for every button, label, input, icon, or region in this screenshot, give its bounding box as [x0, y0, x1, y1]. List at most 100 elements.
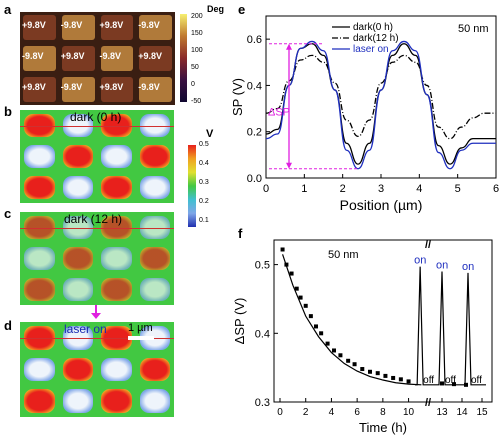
x-tick-label: 5	[455, 183, 461, 195]
data-point	[294, 286, 299, 291]
high-potential-square	[24, 114, 55, 137]
delta-arrow-head-bottom	[286, 162, 292, 169]
colorbar-b-tick: 0.2	[199, 198, 209, 205]
phase-tile	[23, 46, 56, 71]
data-point	[332, 348, 336, 353]
phase-tile	[139, 46, 172, 71]
y-tick-label: 0.6	[247, 34, 262, 46]
high-potential-square	[101, 216, 132, 239]
x-axis-label: Position (µm)	[340, 197, 423, 213]
phase-tile	[139, 77, 172, 102]
off-label: off	[471, 375, 482, 386]
y-axis-label: ΔSP (V)	[232, 298, 247, 345]
colorbar-a-tick: 0	[191, 81, 195, 88]
high-potential-square	[24, 278, 55, 301]
delta-label: ΔSP	[268, 107, 290, 119]
arrow-c-to-d	[95, 305, 97, 314]
voltage-label: -9.8V	[22, 51, 44, 61]
scale-bar-label: 1 µm	[128, 322, 153, 334]
panel-letter-b: b	[4, 104, 12, 119]
chart-e: 0 1 2 3 4 5 6 0.0 0.2 0.4 0.6 Position (µm) SP (V) 50…	[230, 15, 499, 213]
decay-fit-line	[282, 254, 422, 386]
low-potential-square	[62, 216, 93, 239]
map-b-title: dark (0 h)	[70, 110, 122, 124]
voltage-label: -9.8V	[138, 20, 160, 30]
phase-tile	[61, 46, 95, 71]
data-point	[314, 324, 318, 329]
voltage-label: +9.8V	[22, 20, 46, 30]
panel-letter-f: f	[238, 226, 243, 241]
x-tick-label: 2	[303, 407, 309, 418]
legend-label: laser on	[353, 44, 389, 55]
data-point	[352, 362, 357, 367]
high-potential-square	[24, 326, 55, 350]
data-point	[391, 375, 396, 380]
low-potential-square	[139, 278, 170, 301]
colorbar-a-tick: 200	[191, 13, 203, 20]
x-tick-label: 4	[329, 407, 335, 418]
colorbar-b-tick: 0.3	[199, 179, 209, 186]
panel-letter-e: e	[238, 2, 246, 17]
phase-tile	[100, 46, 134, 71]
colorbar-a-tick: 100	[191, 47, 203, 54]
voltage-label: +9.8V	[99, 82, 124, 92]
high-potential-square	[139, 145, 170, 168]
y-tick-label: 0.2	[247, 127, 262, 139]
low-potential-square	[24, 145, 55, 168]
high-potential-square	[62, 357, 93, 382]
panel-letter-d: d	[4, 318, 12, 333]
low-potential-square	[24, 247, 55, 270]
data-point	[308, 314, 313, 319]
colorbar-a-tick: 50	[191, 64, 199, 71]
data-point	[360, 367, 365, 372]
phase-image-a: +9.8V -9.8V +9.8V -9.8V -9.8V +9.8V -9.8V +9.8V…	[20, 12, 175, 105]
y-axis-label: SP (V)	[230, 78, 245, 116]
low-potential-square	[24, 357, 55, 382]
data-point	[325, 341, 330, 346]
x-tick-label: 13	[436, 407, 448, 418]
y-tick-label: 0.5	[255, 260, 270, 272]
low-potential-square	[139, 389, 170, 413]
high-potential-square	[62, 145, 93, 168]
colorbar-b-tick: 0.1	[199, 217, 209, 224]
low-potential-square	[139, 216, 170, 239]
x-tick-label: 0	[263, 183, 269, 195]
sp-map-c	[20, 212, 174, 305]
low-potential-square	[62, 278, 93, 301]
x-tick-label: 15	[476, 407, 488, 418]
line-profile	[20, 338, 174, 339]
low-potential-square	[62, 114, 93, 137]
phase-tile	[100, 15, 134, 40]
colorbar-a-title: Deg	[207, 4, 225, 14]
voltage-label: -9.8V	[138, 82, 160, 92]
data-point	[319, 331, 324, 336]
low-potential-square	[62, 389, 93, 413]
high-potential-square	[101, 326, 132, 350]
low-potential-square	[62, 176, 93, 199]
high-potential-square	[24, 389, 55, 413]
x-axis-label: Time (h)	[359, 420, 407, 435]
low-potential-square	[139, 114, 170, 137]
series-line-0	[265, 43, 496, 165]
data-point	[346, 358, 351, 363]
line-profile	[20, 228, 174, 229]
chart-f: 0 2 4 6 8 10 13 14 15 0.3 0.4 0.5 // // Time (h) ΔSP (V…	[232, 239, 493, 435]
x-tick-label: 1	[301, 183, 307, 195]
size-annotation: 50 nm	[328, 249, 359, 261]
low-potential-square	[139, 326, 170, 350]
size-annotation: 50 nm	[458, 23, 489, 35]
data-point	[338, 353, 343, 358]
voltage-label: +9.8V	[22, 82, 46, 92]
phase-tile	[23, 77, 56, 102]
x-tick-label: 6	[354, 407, 360, 418]
data-point	[452, 382, 456, 387]
high-potential-square	[139, 247, 170, 270]
data-point	[406, 379, 411, 384]
low-potential-square	[139, 176, 170, 199]
low-potential-square	[101, 247, 132, 270]
data-point	[280, 247, 285, 252]
legend-label: dark(12 h)	[353, 33, 399, 44]
panel-letter-a: a	[4, 2, 12, 17]
sp-map-d	[20, 322, 174, 417]
series-line-2	[265, 40, 496, 170]
